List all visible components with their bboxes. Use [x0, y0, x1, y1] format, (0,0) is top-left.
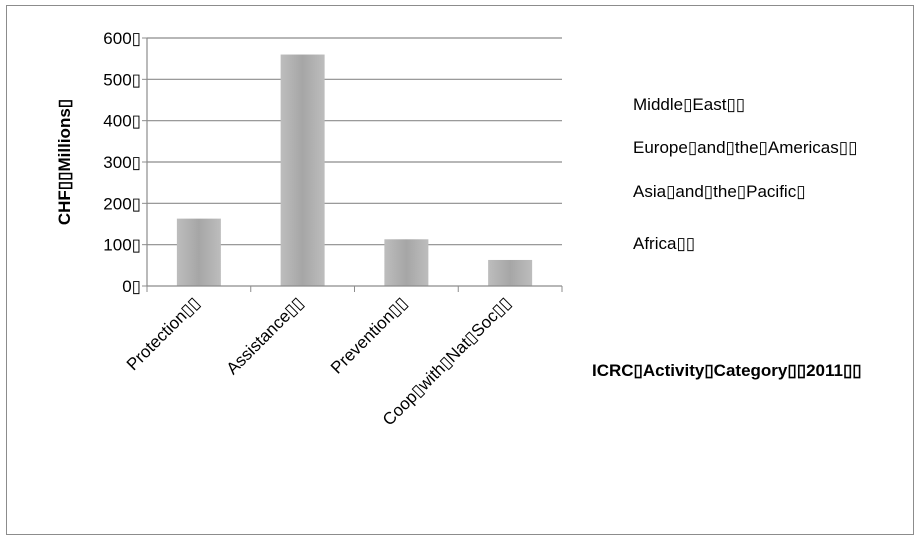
category-label: Prevention▯▯: [327, 293, 411, 377]
y-tick-label: 600▯: [103, 29, 141, 48]
y-axis-label: CHF▯▯Millions▯: [55, 99, 74, 225]
bar: [488, 259, 533, 286]
axes: [142, 37, 563, 292]
bar: [384, 239, 429, 286]
chart-frame: [6, 5, 914, 535]
category-label: Assistance▯▯: [223, 293, 308, 378]
bar: [176, 218, 221, 286]
category-label: Protection▯▯: [123, 293, 204, 374]
legend-entry: Asia▯and▯the▯Pacific▯: [633, 182, 806, 201]
legend-entry: Middle▯East▯▯: [633, 95, 745, 114]
legend-entry: Europe▯and▯the▯Americas▯▯: [633, 138, 857, 157]
bar-chart: 0▯100▯200▯300▯400▯500▯600▯ Protection▯▯ A…: [55, 29, 862, 429]
legend-entry: Africa▯▯: [633, 234, 695, 253]
bar: [280, 54, 325, 287]
y-tick-label: 500▯: [103, 70, 141, 89]
y-tick-label: 200▯: [103, 194, 141, 213]
category-labels: Protection▯▯ Assistance▯▯ Prevention▯▯Coop…: [123, 293, 515, 429]
y-tick-labels: 0▯ 100▯ 200▯ 300▯ 400▯ 500▯ 600▯: [103, 29, 141, 296]
gridlines: [147, 37, 562, 246]
bars: [176, 54, 533, 287]
y-tick-label: 100▯: [103, 236, 141, 255]
chart-title: ICRC▯Activity▯Category▯▯2011▯▯: [592, 361, 862, 380]
legend: Middle▯East▯▯ Europe▯and▯the▯Americas▯▯ As…: [633, 95, 857, 253]
y-tick-label: 0▯: [122, 277, 141, 296]
y-tick-label: 300▯: [103, 153, 141, 172]
y-tick-label: 400▯: [103, 112, 141, 131]
